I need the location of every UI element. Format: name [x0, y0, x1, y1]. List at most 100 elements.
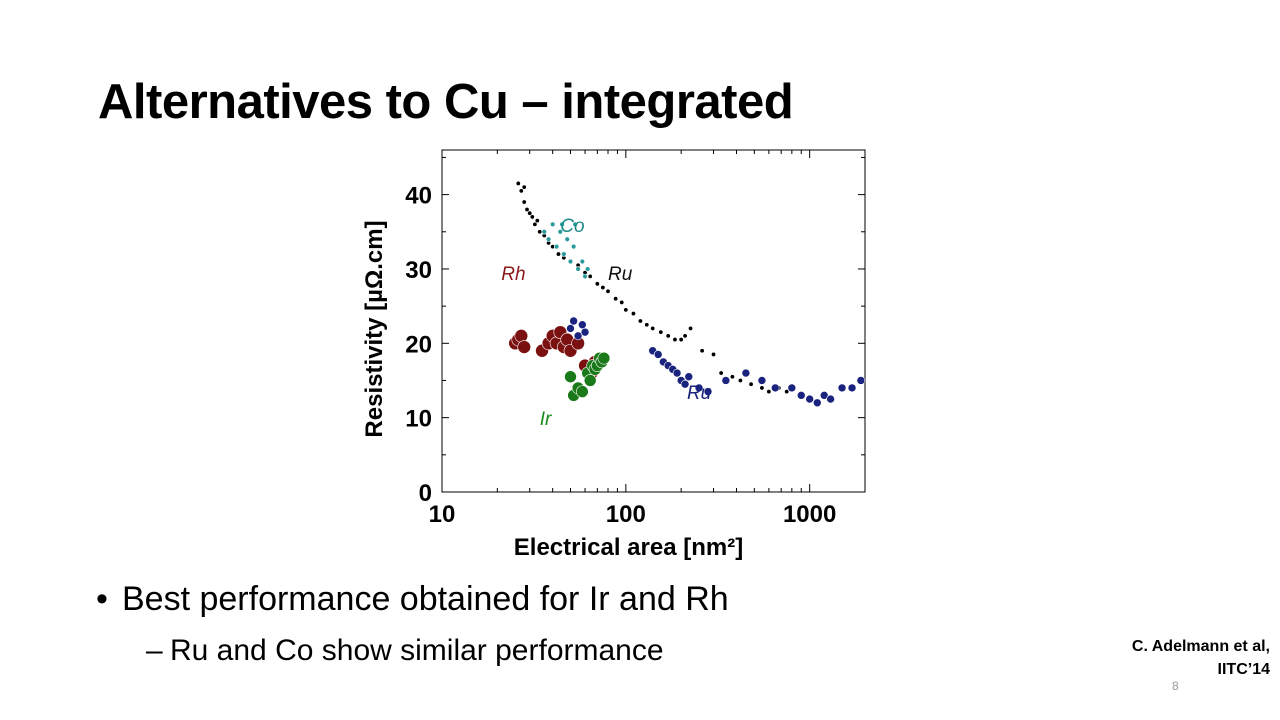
data-point — [711, 351, 717, 357]
data-point — [514, 329, 529, 343]
slide-number: 8 — [1172, 679, 1179, 693]
citation: C. Adelmann et al, IITC’14 — [1132, 635, 1270, 681]
data-point — [600, 285, 606, 291]
citation-line: IITC’14 — [1217, 661, 1270, 678]
data-point — [847, 383, 857, 393]
data-point — [718, 370, 724, 376]
data-point — [741, 368, 751, 378]
data-point — [521, 199, 527, 205]
slide-title: Alternatives to Cu – integrated — [98, 75, 794, 129]
data-point — [573, 331, 583, 341]
data-point — [748, 381, 754, 387]
data-point — [637, 318, 643, 324]
data-point — [623, 307, 629, 313]
data-point — [549, 221, 556, 228]
data-point — [766, 389, 772, 395]
y-tick-label: 30 — [405, 257, 432, 284]
sub-bullet-item: – Ru and Co show similar performance — [146, 634, 664, 668]
data-point — [826, 394, 835, 404]
citation-line: C. Adelmann et al, — [1131, 638, 1270, 655]
data-point — [527, 210, 533, 216]
data-point — [680, 379, 690, 389]
data-point — [517, 340, 532, 354]
data-point — [694, 383, 704, 393]
data-point — [579, 258, 586, 265]
series-annotation: Ru — [608, 264, 633, 285]
bullet-item: • Best performance obtained for Ir and Rh — [96, 580, 729, 619]
data-point — [770, 383, 780, 393]
data-point — [532, 221, 538, 227]
data-point — [537, 229, 543, 235]
y-tick-label: 0 — [419, 480, 432, 507]
data-point — [597, 351, 611, 365]
data-point — [784, 389, 790, 395]
data-point — [569, 316, 578, 326]
data-point — [555, 251, 561, 257]
data-point — [587, 273, 593, 279]
data-point — [837, 383, 847, 393]
data-point — [584, 266, 591, 272]
bullet-marker: • — [96, 580, 108, 618]
data-point — [594, 281, 600, 287]
data-point — [561, 251, 567, 257]
data-point — [613, 296, 619, 302]
data-point — [564, 236, 570, 242]
data-point — [559, 221, 565, 228]
data-point — [567, 258, 574, 265]
data-point — [578, 320, 587, 330]
data-point — [575, 266, 581, 272]
data-point — [703, 387, 713, 396]
plot-frame — [441, 149, 866, 493]
data-point — [805, 394, 814, 404]
data-point — [583, 374, 597, 387]
data-point — [678, 337, 684, 343]
data-point — [541, 229, 547, 235]
sub-bullet-text: Ru and Co show similar performance — [170, 634, 664, 667]
y-tick-label: 10 — [405, 406, 432, 433]
data-point — [529, 214, 535, 220]
data-point — [576, 385, 589, 398]
data-point — [658, 329, 664, 335]
data-point — [684, 372, 694, 382]
data-point — [630, 311, 636, 317]
y-axis-label: Resistivity [µΩ.cm] — [361, 220, 388, 437]
data-point — [721, 376, 731, 385]
series-annotation: Co — [560, 216, 584, 237]
data-point — [580, 327, 590, 337]
data-point — [737, 377, 743, 383]
data-series — [566, 316, 866, 408]
data-point — [812, 398, 822, 408]
data-point — [682, 333, 688, 339]
data-point — [619, 299, 625, 305]
data-point — [545, 236, 552, 242]
data-point — [570, 243, 577, 250]
data-point — [819, 391, 829, 400]
data-point — [582, 273, 588, 280]
data-point — [518, 188, 524, 194]
data-point — [566, 324, 575, 333]
x-axis-label: Electrical area [nm²] — [514, 534, 743, 561]
data-point — [521, 184, 527, 190]
data-point — [699, 348, 705, 354]
series-annotation: Rh — [501, 264, 525, 285]
series-annotation: Ru — [687, 383, 712, 404]
data-point — [524, 206, 530, 212]
x-tick-label: 10 — [429, 501, 456, 528]
data-point — [605, 288, 611, 294]
data-point — [787, 383, 797, 393]
sub-bullet-marker: – — [146, 634, 163, 667]
data-point — [796, 391, 806, 400]
data-point — [672, 337, 678, 343]
data-point — [688, 325, 694, 331]
data-series — [515, 180, 790, 395]
data-point — [759, 385, 765, 391]
data-point — [672, 368, 682, 378]
data-point — [650, 325, 656, 331]
data-point — [572, 221, 578, 228]
data-point — [665, 333, 671, 339]
data-point — [515, 180, 521, 186]
y-tick-label: 40 — [405, 183, 432, 210]
data-point — [644, 322, 650, 328]
